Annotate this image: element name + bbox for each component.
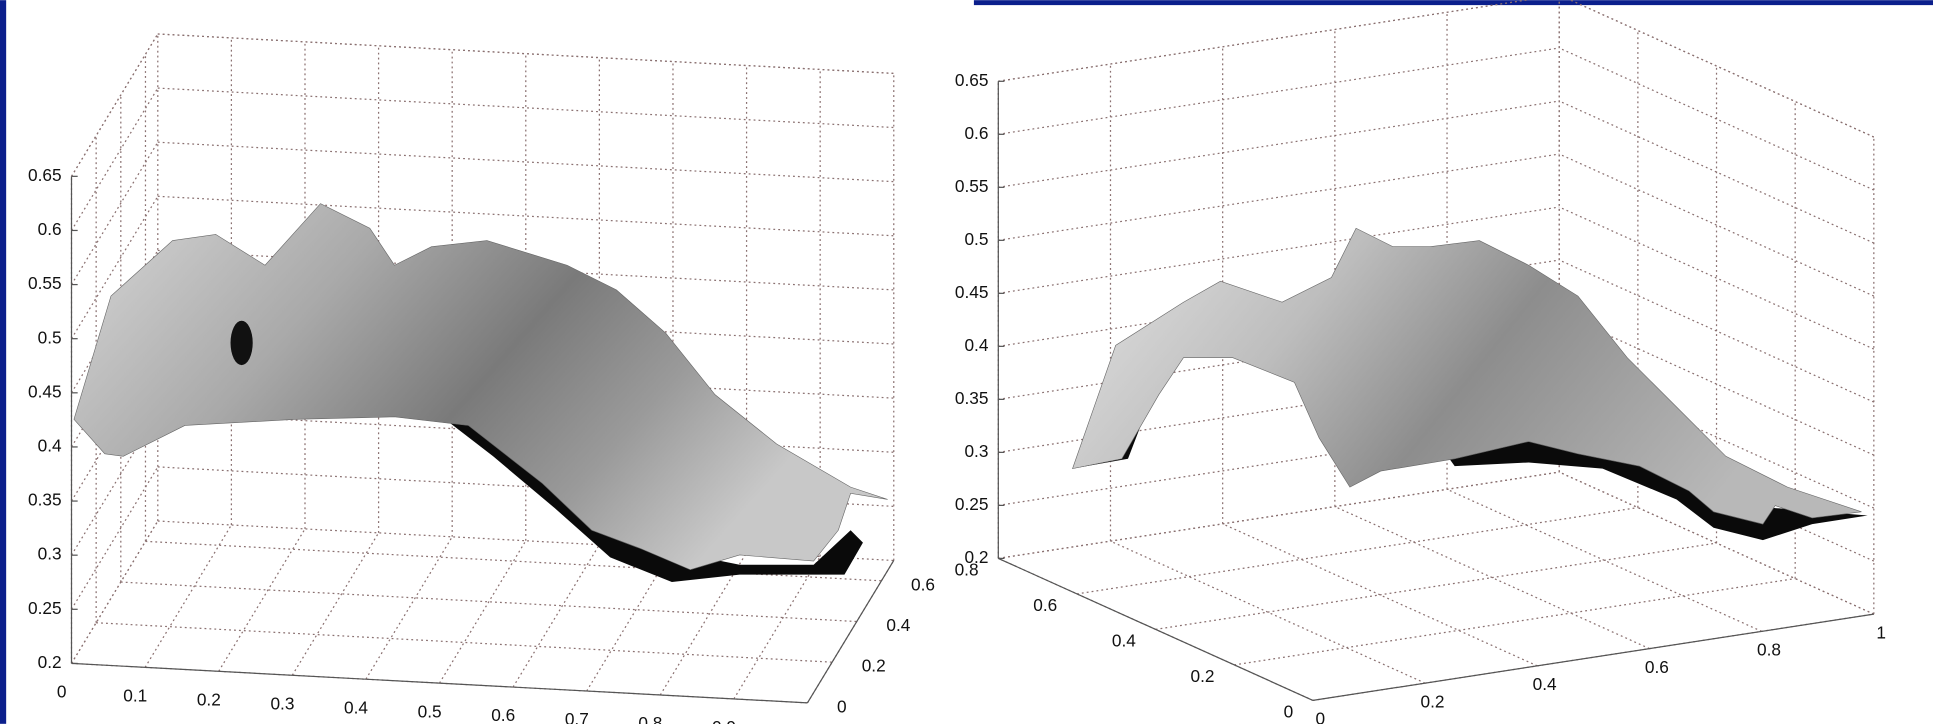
y-tick-label: 0 (837, 696, 847, 716)
z-tick-label: 0.65 (28, 165, 62, 185)
z-tick-label: 0.3 (38, 544, 62, 564)
z-tick-label: 0.25 (28, 598, 62, 618)
x-tick-label: 0 (1316, 709, 1326, 724)
x-tick-label: 0.4 (344, 697, 368, 717)
x-tick-label: 0.3 (270, 693, 294, 713)
frame-border (0, 0, 6, 724)
z-tick-label: 0.5 (38, 327, 62, 347)
grid-line (96, 623, 832, 662)
surface-right (1073, 228, 1868, 540)
x-tick-label: 0.6 (491, 705, 515, 724)
z-tick-label: 0.45 (28, 381, 62, 401)
grid-line (513, 545, 599, 687)
z-tick-label: 0.55 (955, 176, 989, 196)
z-tick-label: 0.3 (964, 441, 988, 461)
surface (1073, 228, 1862, 524)
grid-line (1234, 579, 1795, 665)
y-tick-label: 0.2 (862, 656, 886, 676)
box-edge (72, 34, 158, 176)
frame-border (974, 0, 1933, 5)
x-tick-label: 0.9 (712, 717, 736, 724)
x-tick-label: 1 (1876, 622, 1886, 642)
x-tick-label: 0 (57, 682, 67, 702)
y-tick-label: 0.4 (1112, 630, 1136, 650)
x-tick-label: 0.8 (1757, 640, 1781, 660)
grid-line (1559, 154, 1874, 296)
z-tick-label: 0.25 (955, 494, 989, 514)
x-tick-label: 0.5 (418, 701, 442, 721)
figure: 0 0.1 0.2 0.3 0.4 0.5 0.6 0.7 0.8 0.9 1 0 0.2 0.4 0.6 0… (0, 0, 1933, 724)
box-edge (998, 0, 1559, 81)
grid-line (1156, 543, 1717, 629)
grid-line (998, 154, 1559, 240)
grid-line (72, 521, 158, 663)
x-tick-label: 0.6 (1645, 657, 1669, 677)
z-tick-label: 0.35 (28, 490, 62, 510)
grid-line (366, 537, 452, 679)
y-axis (807, 560, 893, 702)
grid-line (998, 472, 1559, 558)
x-tick-label: 0.1 (123, 686, 147, 706)
z-tick-label: 0.6 (38, 219, 62, 239)
z-tick-label: 0.2 (38, 652, 62, 672)
box-edge (158, 34, 894, 73)
x-tick-label: 0.2 (197, 689, 221, 709)
grid-line (998, 48, 1559, 134)
z-tick-label: 0.65 (955, 70, 989, 90)
z-tick-label: 0.6 (964, 123, 988, 143)
grid-line (72, 467, 158, 609)
x-axis (72, 663, 808, 702)
page: 0 0.1 0.2 0.3 0.4 0.5 0.6 0.7 0.8 0.9 1 0 0.2 0.4 0.6 0… (0, 0, 1933, 724)
y-tick-label: 0.4 (886, 615, 910, 635)
surface-hole (231, 321, 253, 365)
grid-line (72, 88, 158, 230)
z-tick-label: 0.5 (964, 229, 988, 249)
grid-line (734, 557, 820, 699)
x-tick-label: 0.2 (1420, 691, 1444, 711)
grid-line (998, 0, 1559, 81)
grid-line (1559, 207, 1874, 349)
grid-line (292, 533, 378, 675)
y-tick-label: 0.2 (1191, 666, 1215, 686)
z-tick-label: 0.2 (964, 547, 988, 567)
grid-line (219, 529, 305, 671)
z-tick-label: 0.4 (38, 436, 62, 456)
x-axis (1313, 614, 1874, 700)
y-axis (998, 558, 1313, 700)
grid-line (439, 541, 525, 683)
surface (74, 204, 888, 570)
y-tick-label: 0.6 (1033, 595, 1057, 615)
x-tick-label: 0.8 (638, 713, 662, 724)
x-tick-label: 0.7 (565, 709, 589, 724)
grid-line (145, 525, 231, 667)
z-tick-label: 0.4 (964, 335, 988, 355)
y-tick-label: 0.6 (911, 574, 935, 594)
z-tick-label: 0.55 (28, 273, 62, 293)
grid-line (72, 142, 158, 284)
z-tick-label: 0.45 (955, 282, 989, 302)
z-tick-label: 0.35 (955, 388, 989, 408)
y-tick-label: 0 (1284, 701, 1294, 721)
surface-left (74, 204, 888, 582)
x-tick-label: 0.4 (1533, 674, 1557, 694)
grid-line (998, 101, 1559, 187)
grid-line (1077, 508, 1638, 594)
